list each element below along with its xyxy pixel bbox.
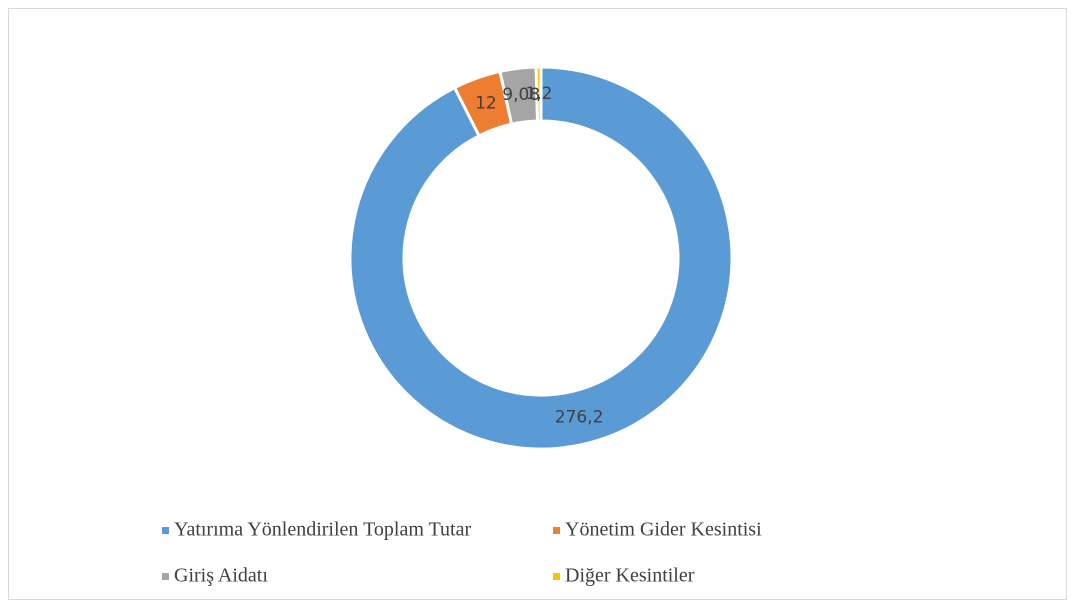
- data-label: 9,08: [502, 85, 540, 105]
- data-label: 276,2: [555, 408, 604, 428]
- legend-label: Giriş Aidatı: [174, 565, 268, 587]
- legend-swatch: [553, 527, 560, 534]
- legend-label: Yatırıma Yönlendirilen Toplam Tutar: [174, 519, 471, 541]
- legend-label: Yönetim Gider Kesintisi: [565, 519, 762, 541]
- legend-swatch: [162, 573, 169, 580]
- legend-label: Diğer Kesintiler: [565, 565, 695, 587]
- legend-swatch: [553, 573, 560, 580]
- legend-swatch: [162, 527, 169, 534]
- donut-slice: [534, 65, 543, 123]
- data-label: 1,2: [525, 84, 552, 104]
- data-label: 12: [475, 94, 497, 114]
- donut-slice: [348, 65, 734, 451]
